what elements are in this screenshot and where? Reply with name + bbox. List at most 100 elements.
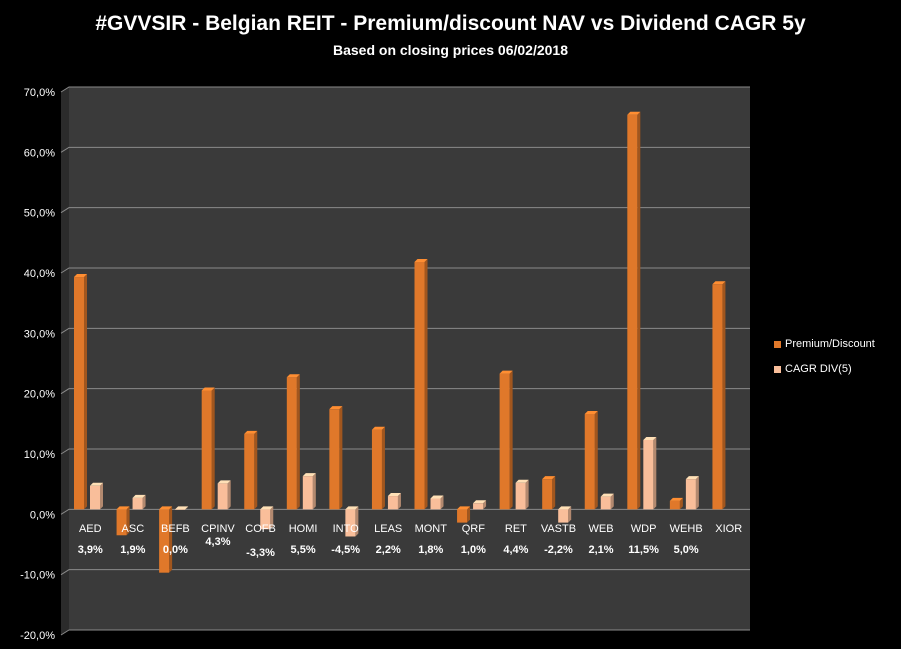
bar-top <box>260 506 274 510</box>
gridline <box>60 146 750 153</box>
data-label: 11,5% <box>628 544 659 556</box>
bar-side <box>483 500 487 510</box>
bar-side <box>169 506 173 573</box>
bar <box>712 284 723 510</box>
bar-side <box>126 506 130 536</box>
legend-item-premium: Premium/Discount <box>774 338 875 350</box>
bar <box>515 482 526 510</box>
x-tick-label: LEAS <box>374 523 402 535</box>
data-label: 1,0% <box>461 544 486 556</box>
bar-top <box>302 473 316 477</box>
gridline <box>60 207 750 214</box>
chart-title: #GVVSIR - Belgian REIT - Premium/discoun… <box>95 12 806 35</box>
x-tick-label: WDP <box>631 523 657 535</box>
data-label: 5,0% <box>674 544 699 556</box>
gridline <box>60 629 750 636</box>
bar <box>302 476 313 510</box>
bar-side <box>100 482 103 510</box>
bar-side <box>355 506 359 537</box>
legend-label-premium: Premium/Discount <box>785 338 875 350</box>
bar <box>90 485 100 510</box>
bar-side <box>695 476 699 510</box>
bar-top <box>430 495 444 499</box>
bar-top <box>116 506 130 510</box>
y-tick-label: 30,0% <box>24 328 55 340</box>
bar-top <box>542 476 556 480</box>
x-tick-label: RET <box>505 523 527 535</box>
chart-subtitle: Based on closing prices 06/02/2018 <box>332 42 568 58</box>
bar-top <box>515 479 529 483</box>
bar-top <box>90 482 103 486</box>
bar-side <box>424 258 428 510</box>
bar-top <box>712 281 726 285</box>
bar <box>74 277 84 510</box>
bar <box>244 433 255 510</box>
data-label: 4,4% <box>503 544 528 556</box>
bar <box>217 483 228 510</box>
bar <box>159 509 170 573</box>
bar-top <box>329 406 343 410</box>
bar-top <box>558 506 572 510</box>
bar-top <box>371 426 385 430</box>
bar-top <box>201 387 215 391</box>
bar <box>584 414 595 510</box>
gridline <box>60 267 750 274</box>
y-tick-label: 40,0% <box>24 268 55 280</box>
bar <box>600 496 611 510</box>
bar-top <box>685 476 699 480</box>
bar <box>387 496 398 510</box>
bar-side <box>594 411 598 510</box>
bar-side <box>679 497 683 510</box>
data-label: 3,9% <box>78 544 103 556</box>
bar-top <box>132 494 146 498</box>
bar-side <box>637 111 641 510</box>
bar <box>499 373 510 510</box>
bar-top <box>414 258 428 262</box>
bar-side <box>211 387 215 510</box>
x-tick-label: CPINV <box>201 523 235 535</box>
plot-area <box>69 87 750 630</box>
gridline <box>60 327 750 334</box>
bar <box>175 509 186 510</box>
bar-top <box>627 111 641 115</box>
gridline <box>60 508 750 515</box>
bar <box>371 429 382 510</box>
x-tick-label: WEB <box>589 523 614 535</box>
bar-top <box>643 436 657 440</box>
bar <box>414 261 425 510</box>
x-tick-label: QRF <box>462 523 486 535</box>
y-tick-label: -10,0% <box>20 570 55 582</box>
bar-top <box>473 500 487 504</box>
data-label: 0,0% <box>163 544 188 556</box>
bar-top <box>600 493 614 497</box>
bar-side <box>552 476 556 510</box>
data-label: 2,2% <box>376 544 401 556</box>
x-tick-label: COFB <box>245 523 276 535</box>
bar-side <box>568 506 572 523</box>
y-tick-label: 50,0% <box>24 208 55 220</box>
bar <box>473 503 484 510</box>
bar-side <box>381 426 385 510</box>
bar <box>132 497 143 510</box>
bar-top <box>74 274 87 278</box>
bar-side <box>142 494 146 510</box>
bar <box>345 509 356 537</box>
bar-side <box>254 430 258 510</box>
data-label: 1,9% <box>120 544 145 556</box>
y-tick-label: -20,0% <box>20 630 55 642</box>
data-label: 5,5% <box>291 544 316 556</box>
bar-side <box>653 436 657 510</box>
bar-top <box>584 411 598 415</box>
bar-top <box>457 506 471 510</box>
y-tick-label: 20,0% <box>24 389 55 401</box>
bar <box>643 439 654 510</box>
bar <box>558 509 569 523</box>
data-label: -4,5% <box>331 544 360 556</box>
bar-top <box>217 480 231 484</box>
legend-swatch-cagr <box>774 365 781 373</box>
x-tick-label: BEFB <box>161 523 190 535</box>
x-tick-label: ASC <box>122 523 145 535</box>
x-tick-label: AED <box>79 523 102 535</box>
